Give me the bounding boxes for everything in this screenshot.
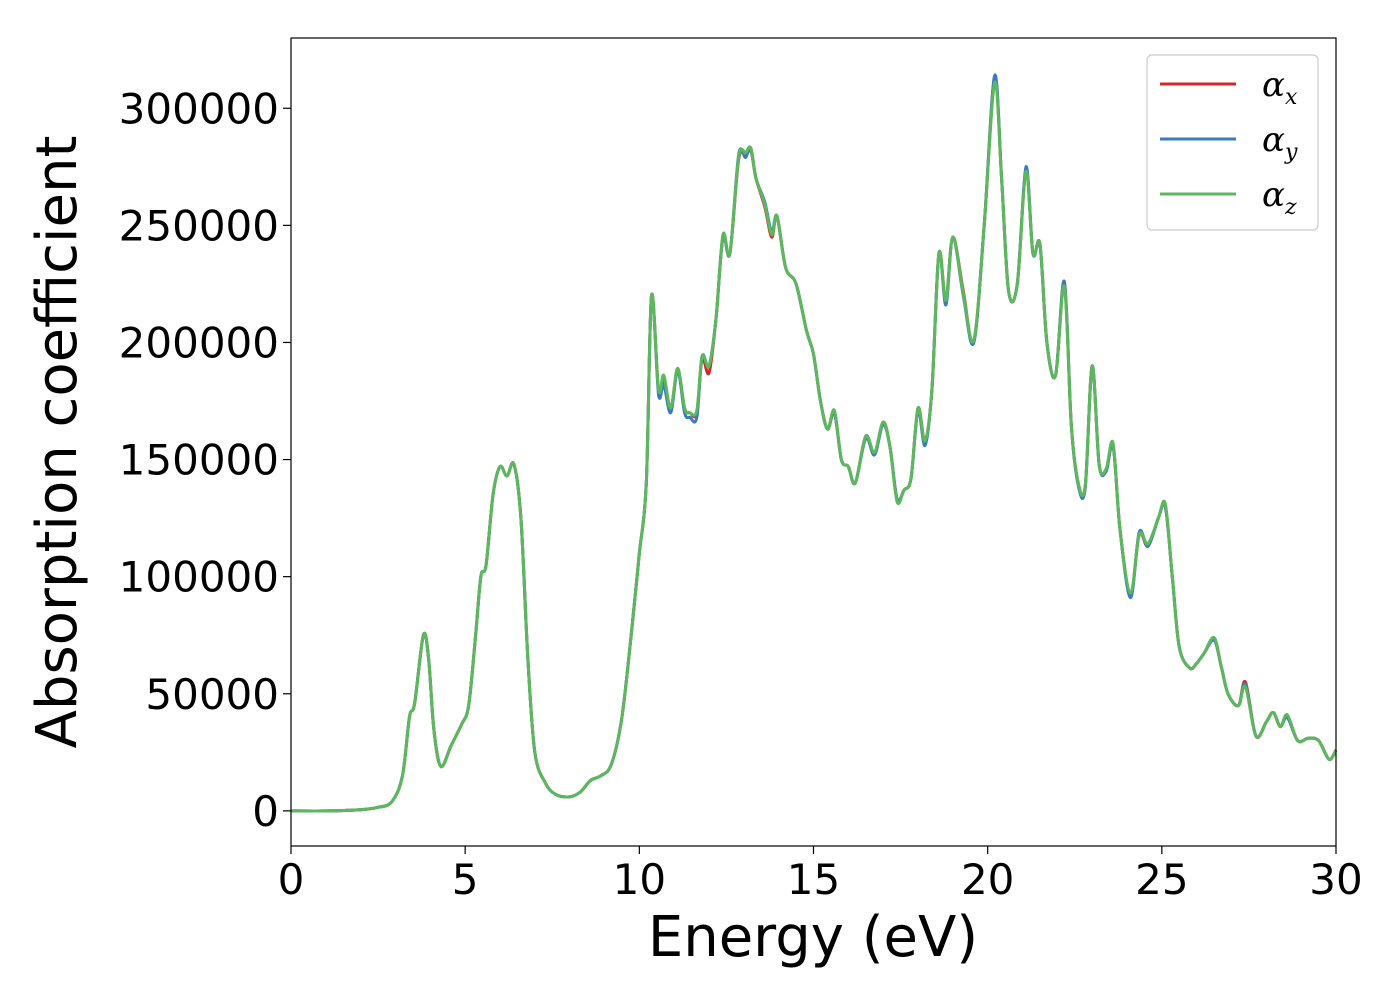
x-tick-label: 15: [787, 855, 840, 904]
y-axis-ticks: 0 50000 100000 150000 200000 250000 300000: [119, 84, 291, 836]
x-axis-ticks: 0 5 10 15 20 25 30: [278, 846, 1363, 904]
y-axis-title: Absorption coefficient: [25, 136, 90, 749]
y-tick-label: 50000: [145, 670, 279, 719]
legend-box: [1146, 54, 1319, 231]
y-tick-label: 300000: [119, 84, 279, 133]
x-tick-label: 25: [1135, 855, 1188, 904]
y-tick-label: 250000: [119, 201, 279, 250]
series-layer: [290, 73, 1338, 813]
y-tick-label: 0: [252, 787, 279, 836]
y-tick-label: 200000: [119, 318, 279, 367]
series-line-z: [290, 80, 1338, 813]
y-tick-label: 100000: [119, 553, 279, 602]
x-tick-label: 0: [278, 855, 305, 904]
x-tick-label: 20: [961, 855, 1014, 904]
x-tick-label: 30: [1309, 855, 1362, 904]
x-tick-label: 5: [452, 855, 479, 904]
x-axis-title: Energy (eV): [648, 905, 978, 970]
x-tick-label: 10: [613, 855, 666, 904]
y-tick-label: 150000: [119, 436, 279, 485]
